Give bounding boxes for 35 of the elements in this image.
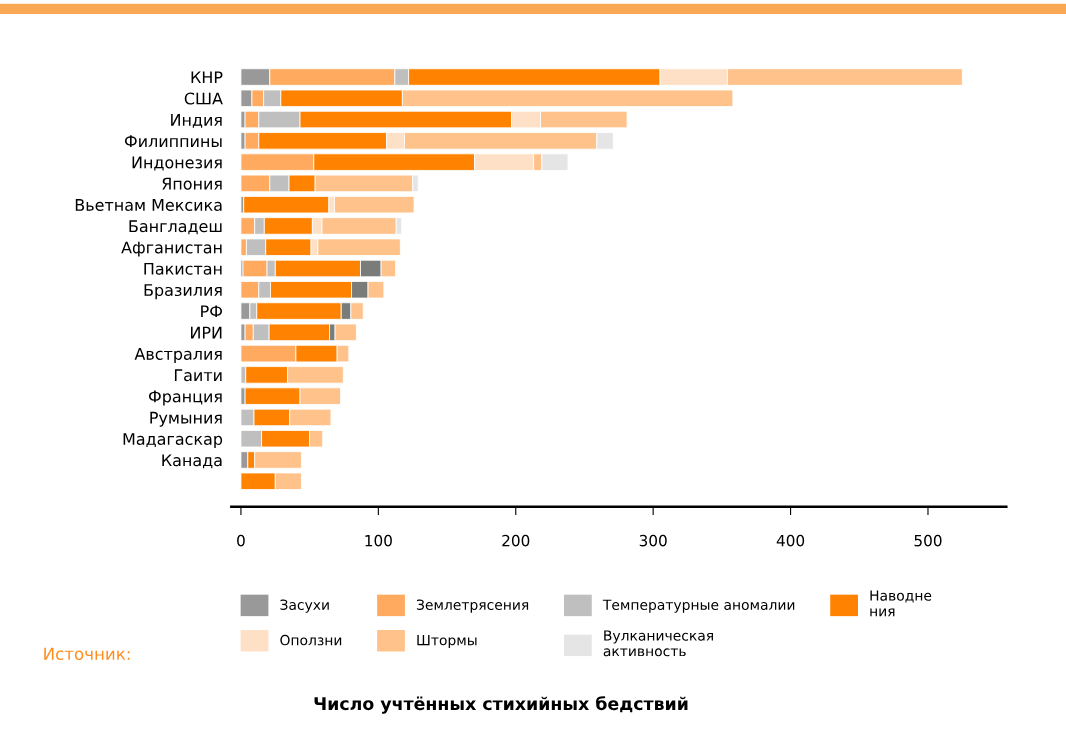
- y-tick-label: ИРИ: [191, 326, 222, 339]
- y-tick-label: Индонезия: [132, 156, 222, 171]
- y-tick-label: Бразилия: [144, 284, 222, 300]
- y-tick-label: Канада: [162, 454, 222, 469]
- x-tick-label: 0: [237, 534, 245, 547]
- legend-label: Землетрясения: [416, 599, 529, 613]
- y-tick-label: Афганистан: [121, 241, 222, 257]
- legend-label: Вулканическая активность: [603, 630, 713, 657]
- y-tick-label: Бангладеш: [129, 220, 222, 235]
- text: Источник:: [44, 647, 130, 661]
- bar: [243, 195, 330, 214]
- legend-label: Температурные аномалии: [602, 599, 795, 613]
- legend-label: Наводне ния: [870, 590, 932, 617]
- x-tick-label: 200: [502, 534, 530, 547]
- y-tick-label: РФ: [201, 305, 223, 318]
- y-tick-label: Пакистан: [144, 262, 222, 275]
- y-tick-label: Франция: [148, 390, 222, 406]
- y-tick-label: Гаити: [174, 369, 222, 382]
- y-tick-label: США: [184, 92, 223, 105]
- y-tick-label: Япония: [162, 177, 222, 190]
- legend-label: Засухи: [280, 599, 329, 613]
- y-tick-label: Вьетнам Мексика: [75, 199, 222, 211]
- y-tick-label: Индия: [171, 114, 222, 128]
- y-tick-label: Австралия: [134, 348, 222, 363]
- x-tick-label: 100: [365, 534, 392, 547]
- legend-label: Штормы: [417, 635, 477, 649]
- y-tick-label: Мадагаскар: [123, 433, 223, 449]
- legend-label: Оползни: [280, 634, 342, 646]
- text: Число учтённых стихийных бедствий: [314, 696, 688, 714]
- x-tick-label: 400: [776, 534, 805, 547]
- x-tick-label: 500: [914, 534, 942, 547]
- y-tick-label: Румыния: [150, 411, 222, 427]
- y-tick-label: КНР: [191, 71, 223, 84]
- x-tick-label: 300: [639, 534, 667, 547]
- y-tick-label: Филиппины: [124, 135, 222, 147]
